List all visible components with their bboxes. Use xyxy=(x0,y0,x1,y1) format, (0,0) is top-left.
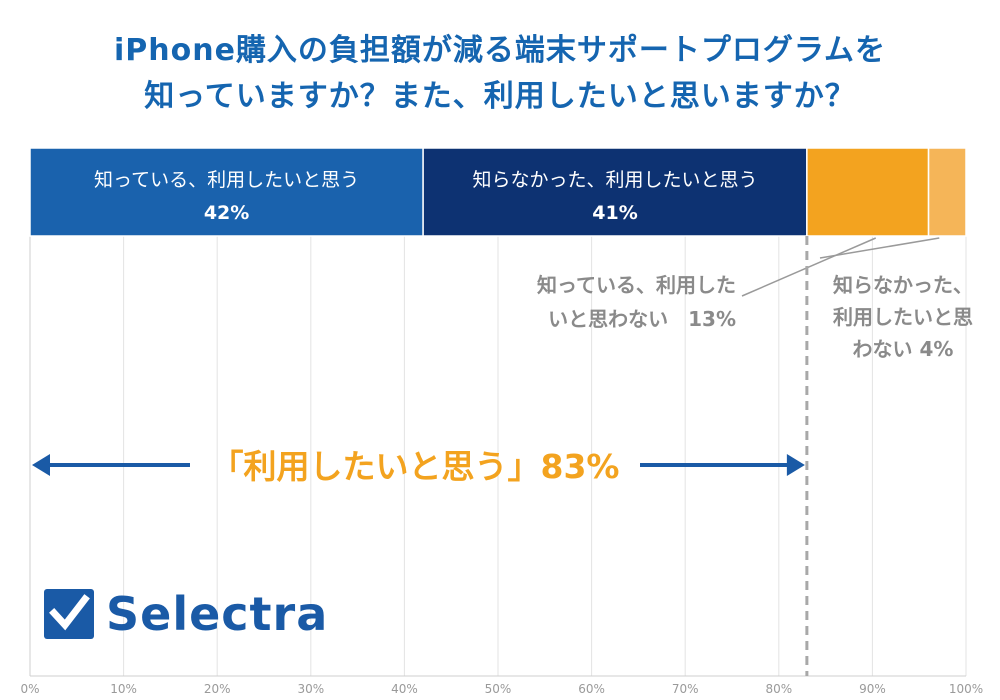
segment-value-label: 42% xyxy=(204,202,249,224)
x-tick-label: 20% xyxy=(204,682,231,696)
x-tick-label: 100% xyxy=(949,682,983,696)
bar-segment xyxy=(806,147,930,237)
x-tick-label: 50% xyxy=(485,682,512,696)
outside-label-line: いと思わない 13% xyxy=(548,307,736,331)
segment-value-label: 41% xyxy=(592,202,637,224)
chart-title: iPhone購入の負担額が減る端末サポートプログラムを 知っていますか？また、利… xyxy=(0,28,1000,120)
bar-segment xyxy=(422,147,808,237)
outside-label-line: わない 4% xyxy=(853,337,954,361)
leader-line xyxy=(741,237,877,297)
selectra-logo: Selectra xyxy=(44,586,328,642)
arrowhead-right-icon xyxy=(786,454,805,476)
chart-title-line-1: iPhone購入の負担額が減る端末サポートプログラムを xyxy=(113,33,887,68)
x-tick-label: 30% xyxy=(297,682,324,696)
leader-line xyxy=(819,237,940,259)
brand-name: Selectra xyxy=(106,587,329,641)
annotation-label: 「利用したいと思う」83% xyxy=(211,447,620,486)
x-tick-label: 10% xyxy=(110,682,137,696)
bar-segment xyxy=(29,147,424,237)
outside-label-line: 知らなかった、 xyxy=(833,273,973,297)
x-tick-label: 60% xyxy=(578,682,605,696)
outside-label-line: 知っている、利用した xyxy=(537,273,736,297)
x-tick-label: 40% xyxy=(391,682,418,696)
checkmark-icon xyxy=(44,589,94,639)
chart-title-line-2: 知っていますか？また、利用したいと思いますか？ xyxy=(144,79,856,114)
arrowhead-left-icon xyxy=(32,454,50,476)
x-tick-label: 0% xyxy=(20,682,39,696)
outside-label-line: 利用したいと思 xyxy=(833,305,973,329)
segment-name-label: 知っている、利用したいと思う xyxy=(94,169,359,191)
x-tick-label: 90% xyxy=(859,682,886,696)
bar-segment xyxy=(927,147,967,237)
x-tick-label: 80% xyxy=(765,682,792,696)
x-tick-label: 70% xyxy=(672,682,699,696)
segment-name-label: 知らなかった、利用したいと思う xyxy=(472,169,757,191)
